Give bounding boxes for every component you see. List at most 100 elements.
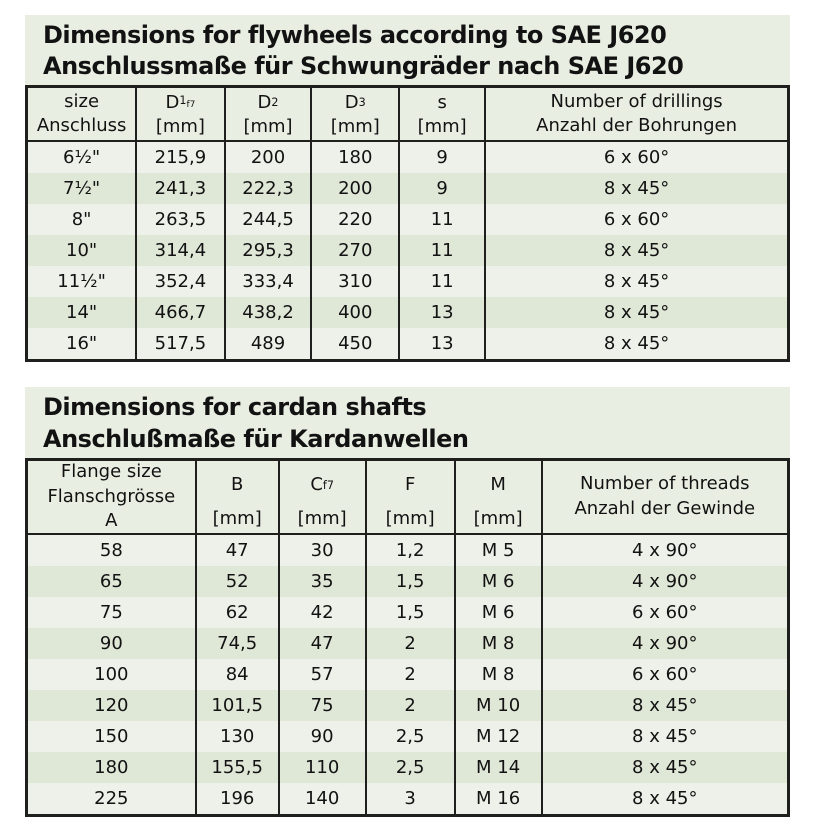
table-cell: 489 — [223, 328, 313, 361]
column-header: size Anschluss — [25, 86, 138, 143]
table-cell: 8 x 45° — [540, 751, 790, 783]
table-cell: 6½" — [25, 141, 138, 174]
table-cell: 155,5 — [194, 751, 280, 783]
table-row: 10" 314,4 295,3 270 11 8 x 45° — [25, 235, 790, 267]
table-cell: 2 — [364, 658, 456, 690]
column-header: M [mm] — [453, 459, 543, 535]
table-cell: 466,7 — [135, 297, 226, 329]
column-header: s [mm] — [398, 86, 487, 143]
header-line: Number of drillings — [550, 91, 723, 113]
table-cell: 2 — [364, 689, 456, 721]
table-cell: 30 — [277, 533, 367, 566]
table-cell: 13 — [398, 328, 487, 361]
table-row: 6½" 215,9 200 180 9 6 x 60° — [25, 141, 790, 174]
header-unit: [mm] — [155, 116, 205, 138]
header-symbol: M — [490, 473, 506, 495]
table-cell: 8 x 45° — [484, 266, 790, 298]
table-cell: 295,3 — [223, 235, 313, 267]
table-cell: 101,5 — [194, 689, 280, 721]
table-cell: 11 — [398, 235, 487, 267]
header-line: Flange size — [60, 461, 162, 483]
table-cell: 8 x 45° — [484, 173, 790, 205]
table-cell: 8" — [25, 204, 138, 236]
header-symbol: s — [437, 91, 447, 113]
table-cell: 130 — [194, 720, 280, 752]
header-symbol: B — [231, 473, 244, 495]
table-cell: 8 x 45° — [484, 328, 790, 361]
table-cell: 200 — [310, 173, 401, 205]
table-cell: 438,2 — [223, 297, 313, 329]
table-cell: 200 — [223, 141, 313, 174]
table-row: 16" 517,5 489 450 13 8 x 45° — [25, 328, 790, 361]
table-cell: 310 — [310, 266, 401, 298]
table-cell: 58 — [25, 533, 197, 566]
header-symbol: D 1f7 — [165, 91, 196, 113]
table-cell: 352,4 — [135, 266, 226, 298]
table-cell: 150 — [25, 720, 197, 752]
table-cell: 90 — [25, 627, 197, 659]
table-row: 8" 263,5 244,5 220 11 6 x 60° — [25, 204, 790, 236]
table-cell: 215,9 — [135, 141, 226, 174]
table-cell: 220 — [310, 204, 401, 236]
table-row: 14" 466,7 438,2 400 13 8 x 45° — [25, 297, 790, 329]
table-cell: 11½" — [25, 266, 138, 298]
column-header: B [mm] — [194, 459, 280, 535]
table-cell: 3 — [364, 782, 456, 816]
table-cell: 2 — [364, 627, 456, 659]
table-cell: 241,3 — [135, 173, 226, 205]
table-cell: 4 x 90° — [540, 627, 790, 659]
table-cell: 263,5 — [135, 204, 226, 236]
header-line: size — [64, 91, 100, 113]
table-cell: 180 — [25, 751, 197, 783]
table-cell: 13 — [398, 297, 487, 329]
column-header: F [mm] — [364, 459, 456, 535]
table-cell: 75 — [25, 596, 197, 628]
header-line: Flanschgrösse — [47, 485, 176, 507]
table-cell: 14" — [25, 297, 138, 329]
table-cell: 90 — [277, 720, 367, 752]
table-cell: 4 x 90° — [540, 565, 790, 597]
table-cell: 450 — [310, 328, 401, 361]
flywheel-title-de: Anschlussmaße für Schwungräder nach SAE … — [43, 52, 684, 81]
table-cell: 180 — [310, 141, 401, 174]
table-cell: M 14 — [453, 751, 543, 783]
table-cell: 74,5 — [194, 627, 280, 659]
table-cell: 11 — [398, 266, 487, 298]
table-cell: 62 — [194, 596, 280, 628]
table-cell: 7½" — [25, 173, 138, 205]
table-cell: 11 — [398, 204, 487, 236]
column-header: D 3 [mm] — [310, 86, 401, 143]
table-cell: 10" — [25, 235, 138, 267]
header-unit: [mm] — [212, 508, 262, 530]
flywheel-section: Dimensions for flywheels according to SA… — [25, 15, 790, 363]
table-cell: 75 — [277, 689, 367, 721]
table-cell: 6 x 60° — [484, 141, 790, 174]
table-cell: 9 — [398, 141, 487, 174]
table-cell: 2,5 — [364, 751, 456, 783]
header-line: Anzahl der Gewinde — [574, 497, 756, 519]
table-cell: 244,5 — [223, 204, 313, 236]
table-cell: 57 — [277, 658, 367, 690]
cardan-title-de: Anschlußmaße für Kardanwellen — [43, 424, 469, 453]
table-cell: 314,4 — [135, 235, 226, 267]
header-line: Number of threads — [580, 473, 750, 495]
table-cell: 225 — [25, 782, 197, 816]
table-cell: 8 x 45° — [484, 297, 790, 329]
column-header: D 2 [mm] — [223, 86, 313, 143]
table-cell: 6 x 60° — [540, 658, 790, 690]
table-cell: 100 — [25, 658, 197, 690]
header-line: Anzahl der Bohrungen — [536, 115, 738, 137]
table-row: 11½" 352,4 333,4 310 11 8 x 45° — [25, 266, 790, 298]
table-cell: M 12 — [453, 720, 543, 752]
table-cell: 1,5 — [364, 565, 456, 597]
cardan-title-block: Dimensions for cardan shafts Anschlußmaß… — [25, 387, 790, 458]
table-cell: 2,5 — [364, 720, 456, 752]
flywheel-table: size Anschluss D 1f7 [mm] D 2 [mm] D 3 [mm] s [mm] Nu… — [25, 85, 790, 363]
table-cell: 9 — [398, 173, 487, 205]
table-cell: 84 — [194, 658, 280, 690]
